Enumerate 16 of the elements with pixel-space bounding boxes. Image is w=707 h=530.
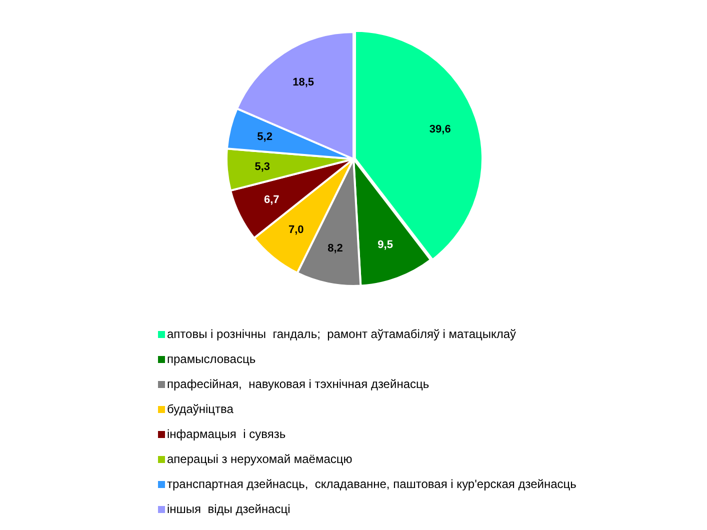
- data-label: 5,2: [257, 130, 272, 143]
- legend-label: аперацыі з нерухомай маёмасцю: [166, 451, 354, 468]
- data-label: 18,5: [292, 76, 314, 89]
- data-label: 8,2: [328, 242, 343, 255]
- legend-label: іншыя віды дзейнасці: [166, 501, 292, 518]
- data-label: 5,3: [254, 160, 270, 173]
- data-label: 6,7: [264, 194, 280, 206]
- legend-label: прамысловасць: [166, 351, 257, 368]
- legend-label: прафесійная, навуковая і тэхнічная дзейнасць: [166, 376, 430, 393]
- legend-label: будаўніцтва: [166, 401, 234, 418]
- data-label: 39,6: [429, 124, 451, 136]
- data-label: 9,5: [378, 238, 393, 251]
- legend-label: транспартная дзейнасць, складаванне, паштовая і кур'ерская дзейнасць: [166, 476, 576, 493]
- legend-label: аптовы і рознічны гандаль; рамонт аўтамабіляў і матацыклаў: [166, 326, 518, 343]
- data-label: 7,0: [288, 224, 304, 236]
- legend-label: інфармацыя і сувязь: [166, 426, 287, 443]
